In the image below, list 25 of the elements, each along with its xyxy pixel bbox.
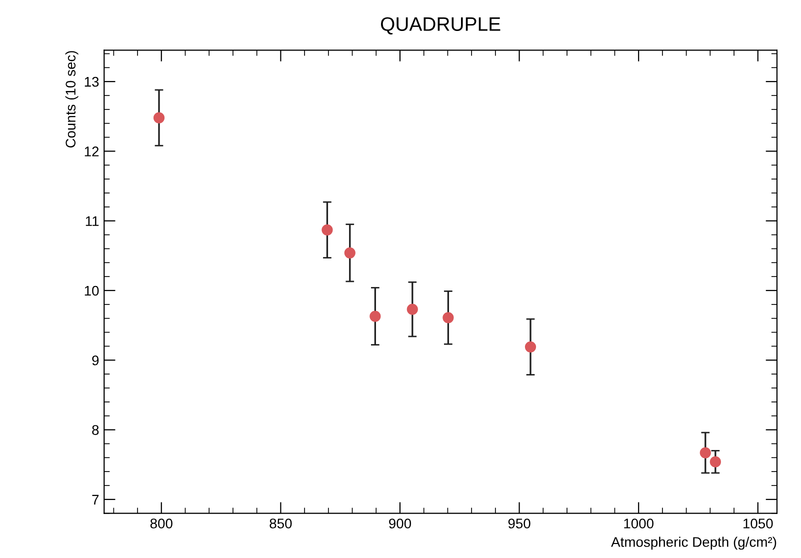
y-tick-label: 12: [84, 146, 99, 156]
point: [344, 247, 356, 258]
y-tick-label: 13: [84, 76, 99, 87]
x-tick-label: 800: [150, 518, 172, 528]
y-tick-label: 9: [92, 355, 99, 366]
point: [153, 112, 165, 124]
y-tick-label: 10: [84, 286, 99, 296]
chart-title: QUADRUPLE: [380, 17, 500, 34]
point: [710, 456, 721, 468]
x-axis-title: Atmospheric Depth (g/cm²): [611, 536, 776, 550]
y-tick-label: 7: [92, 494, 99, 504]
point: [370, 310, 381, 322]
y-axis-title: Counts (10 sec): [65, 51, 78, 148]
x-tick-label: 850: [270, 518, 292, 528]
point: [524, 341, 536, 352]
point: [442, 312, 454, 324]
point: [700, 447, 711, 458]
point: [322, 224, 333, 236]
point: [406, 304, 418, 315]
y-tick-label: 8: [92, 425, 99, 435]
x-tick-label: 900: [389, 518, 412, 528]
x-tick-label: 1050: [743, 518, 773, 528]
x-tick-label: 950: [508, 518, 530, 528]
x-tick-label: 1000: [624, 518, 654, 528]
y-tick-label: 11: [86, 216, 99, 226]
